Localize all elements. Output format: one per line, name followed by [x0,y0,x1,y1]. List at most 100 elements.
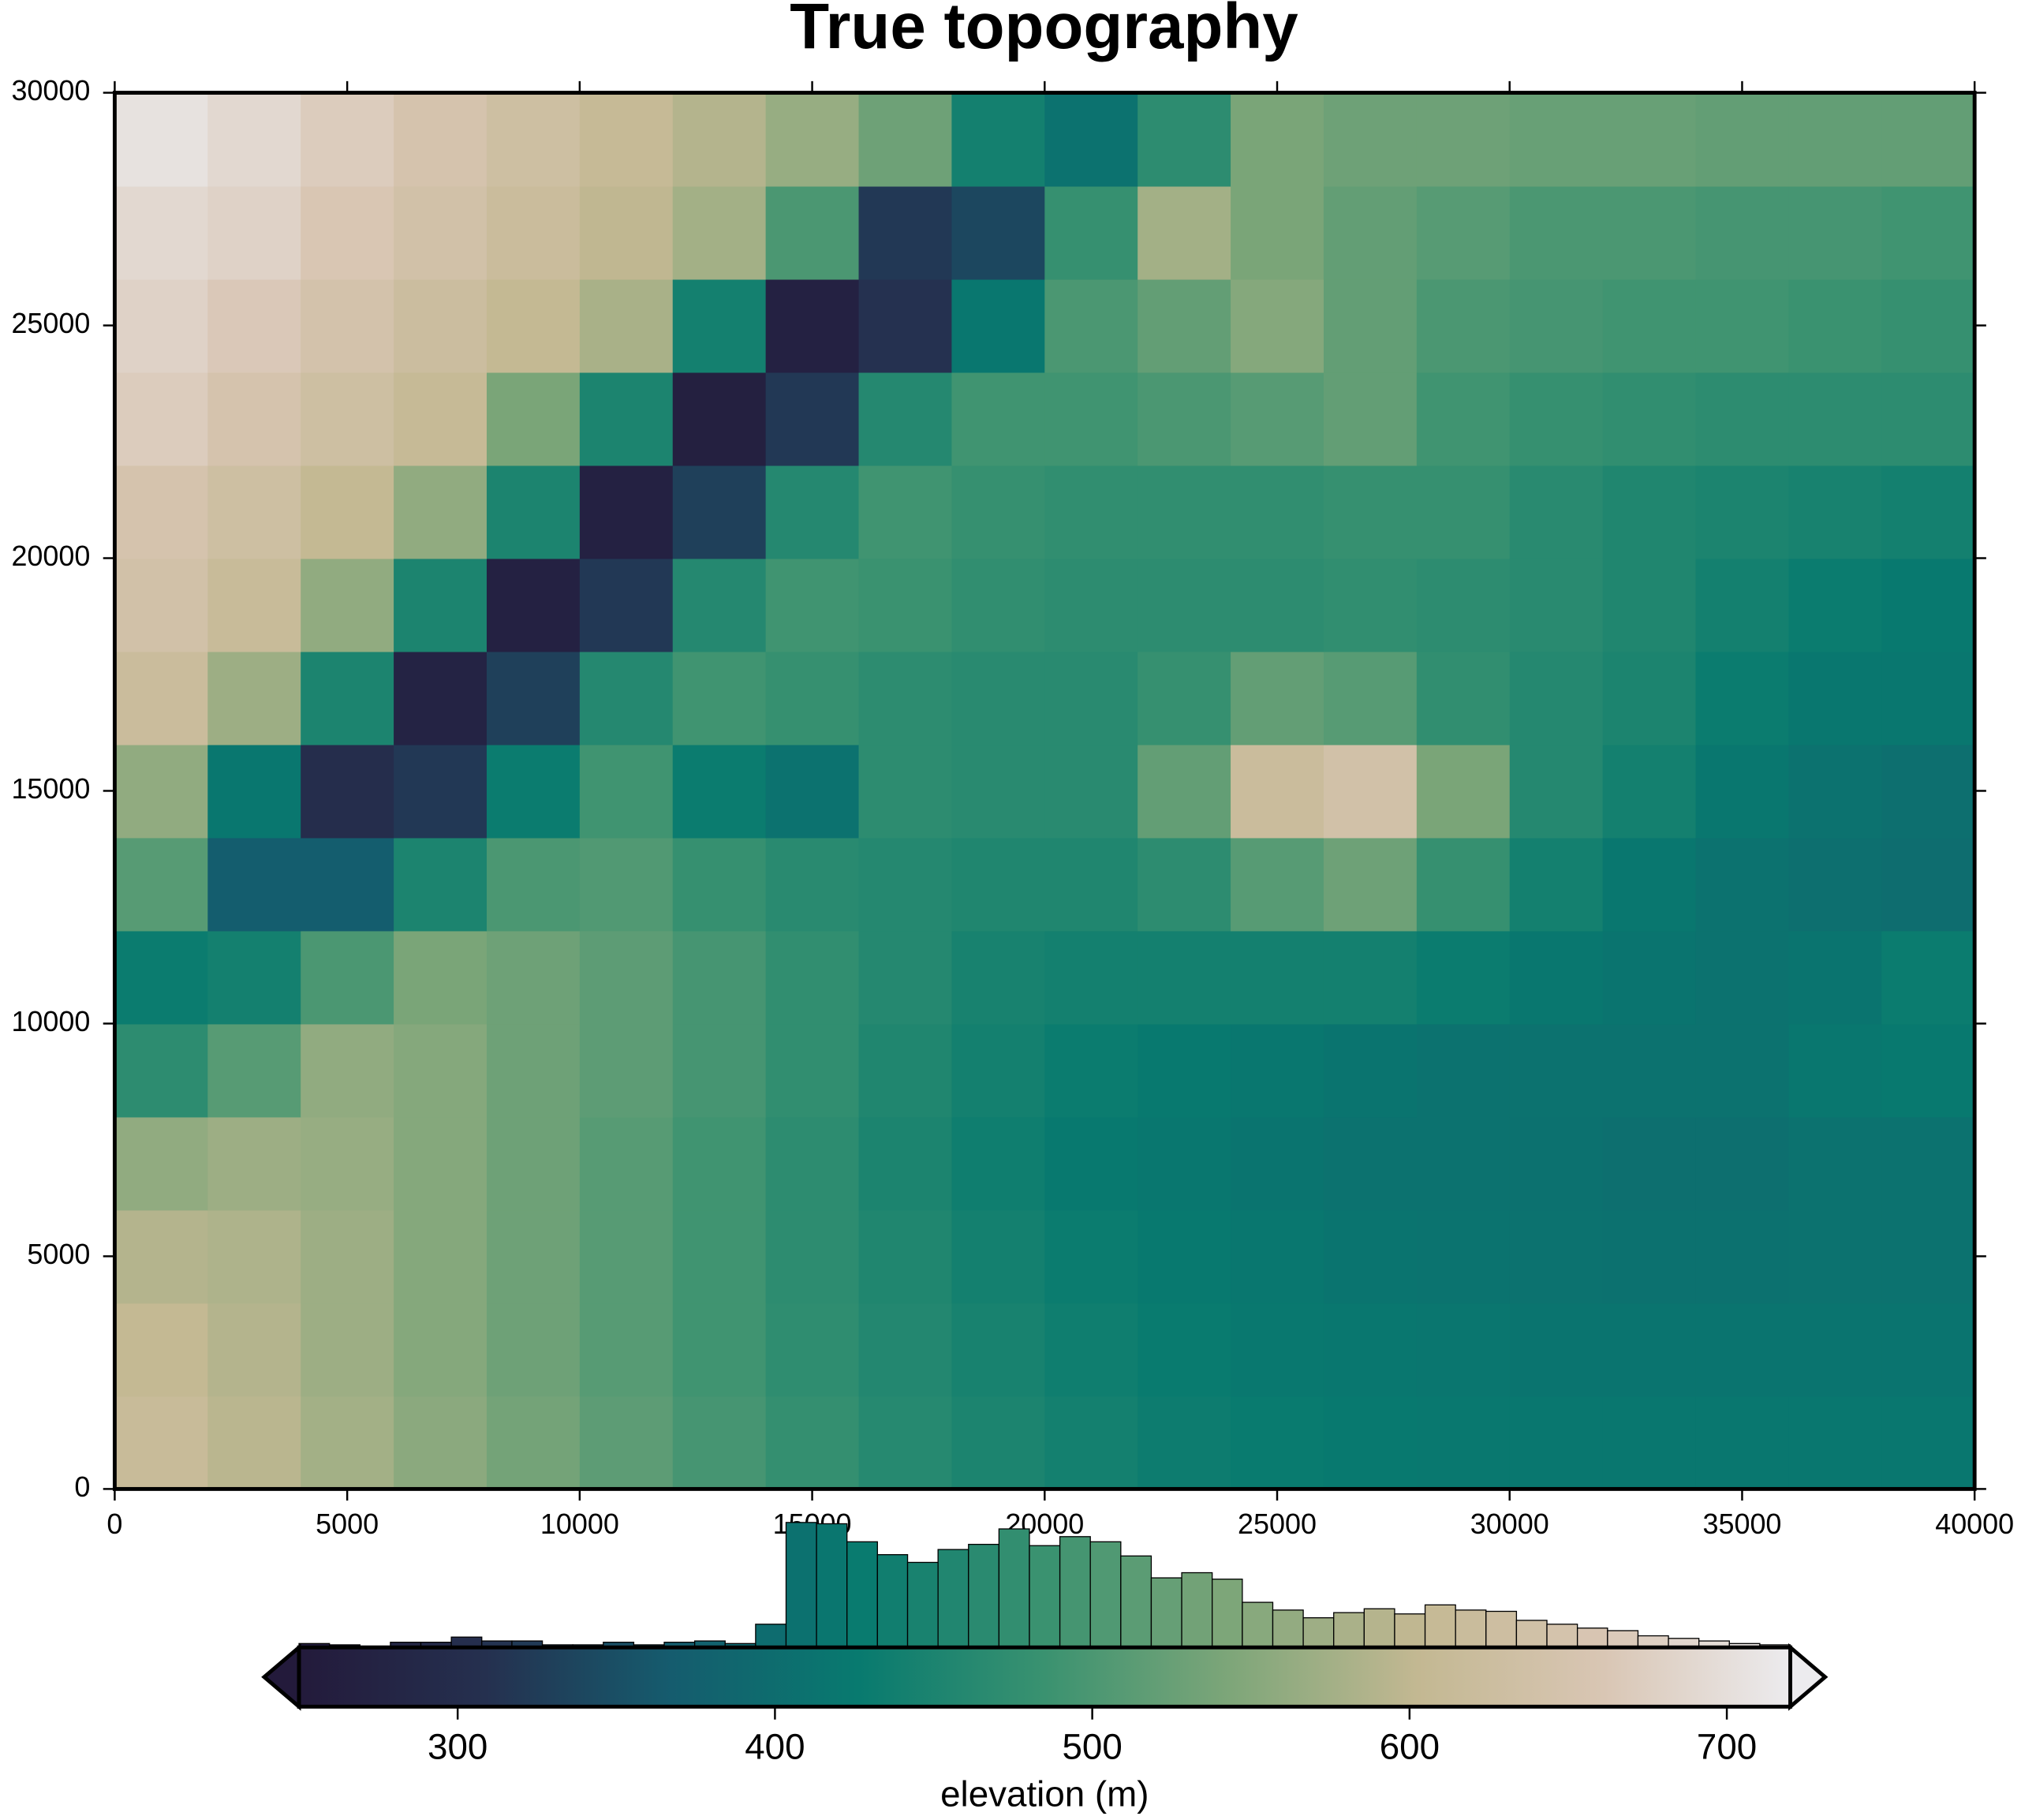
heatmap-cell [1323,92,1418,187]
heatmap-cell [394,92,488,187]
heatmap-cell [1881,1396,1976,1490]
heatmap-cell [579,185,674,280]
colorbar-tick-label: 300 [428,1726,488,1766]
heatmap-cell [1602,465,1697,559]
heatmap-cell [1138,92,1232,187]
heatmap-cell [1416,744,1511,839]
heatmap-cell [1881,1116,1976,1211]
heatmap-cell [1509,837,1604,932]
heatmap-cell [207,92,302,187]
heatmap-cell [672,1116,767,1211]
heatmap-cell [1323,744,1418,839]
heatmap-cell [1509,651,1604,746]
heatmap-cell [858,837,953,932]
heatmap-cell [1044,1396,1139,1490]
heatmap-cell [207,1396,302,1490]
heatmap-cell [1416,651,1511,746]
heatmap-cell [207,930,302,1025]
heatmap-cell [1881,837,1976,932]
heatmap-cell [1044,744,1139,839]
heatmap-cell [1138,837,1232,932]
heatmap-cell [114,1116,209,1211]
heatmap-cell [858,1302,953,1397]
histogram-bar [1212,1579,1243,1648]
heatmap-cell [672,1209,767,1304]
heatmap-cell [1138,1023,1232,1118]
heatmap-cell [394,1396,488,1490]
histogram-bar [998,1528,1030,1648]
heatmap-cell [1695,278,1790,373]
heatmap-cell [1138,558,1232,652]
heatmap-cell [1695,1209,1790,1304]
heatmap-cell [1695,744,1790,839]
heatmap-cell [1881,278,1976,373]
heatmap-cell [1881,558,1976,652]
heatmap-cell [1044,185,1139,280]
heatmap-cell [1788,1302,1883,1397]
heatmap-cell [1323,1302,1418,1397]
heatmap-cell [672,1302,767,1397]
heatmap-cell [1138,278,1232,373]
heatmap-cell [1509,278,1604,373]
heatmap-cell [1509,1302,1604,1397]
x-tick-label: 0 [106,1508,122,1540]
heatmap-cell [1044,1023,1139,1118]
heatmap-cell [672,744,767,839]
heatmap-cell [1509,744,1604,839]
heatmap-cell [1231,92,1324,187]
heatmap-cell [1416,1209,1511,1304]
colorbar-low-triangle [261,1642,301,1711]
heatmap-cell [486,1116,581,1211]
heatmap-cell [579,372,674,466]
heatmap-cell [951,651,1046,746]
histogram-bar [1394,1613,1426,1648]
colorbar-high-triangle [1788,1642,1829,1711]
heatmap-cell [1323,1023,1418,1118]
heatmap-cell [579,92,674,187]
heatmap-cell [114,1396,209,1490]
heatmap-cell [1788,465,1883,559]
histogram-bar [1455,1609,1487,1648]
heatmap-cell [858,744,953,839]
heatmap-cell [1695,651,1790,746]
heatmap-cell [486,465,581,559]
heatmap-cell [114,558,209,652]
heatmap-cell [486,651,581,746]
heatmap-cell [486,1023,581,1118]
heatmap-cell [1509,1116,1604,1211]
heatmap-cell [301,930,395,1025]
heatmap-cell [1881,1302,1976,1397]
heatmap-cell [951,1209,1046,1304]
heatmap-cell [858,92,953,187]
heatmap-cell [1695,92,1790,187]
heatmap-cell [1509,1023,1604,1118]
heatmap-cell [1695,1116,1790,1211]
heatmap-cell [301,1023,395,1118]
heatmap-cell [672,837,767,932]
heatmap-cell [1509,558,1604,652]
heatmap-cell [672,92,767,187]
histogram-bar [876,1554,909,1648]
heatmap-cell [301,1396,395,1490]
heatmap-cell [951,278,1046,373]
heatmap-cell [114,930,209,1025]
heatmap-cell [1881,92,1976,187]
x-tick-label: 30000 [1470,1508,1549,1540]
colorbar [297,1645,1792,1709]
heatmap-cell [672,465,767,559]
heatmap-cell [1416,1023,1511,1118]
histogram-bar [1485,1610,1518,1648]
heatmap-cell [1416,92,1511,187]
heatmap-cell [1509,465,1604,559]
heatmap-cell [579,930,674,1025]
heatmap-cell [1416,837,1511,932]
histogram-bar [1302,1617,1335,1648]
heatmap-cell [1881,465,1976,559]
y-tick-label: 5000 [27,1238,90,1270]
heatmap-cell [301,837,395,932]
heatmap-cell [1695,465,1790,559]
heatmap-cell [579,1209,674,1304]
heatmap-cell [1509,372,1604,466]
heatmap-cell [114,1209,209,1304]
